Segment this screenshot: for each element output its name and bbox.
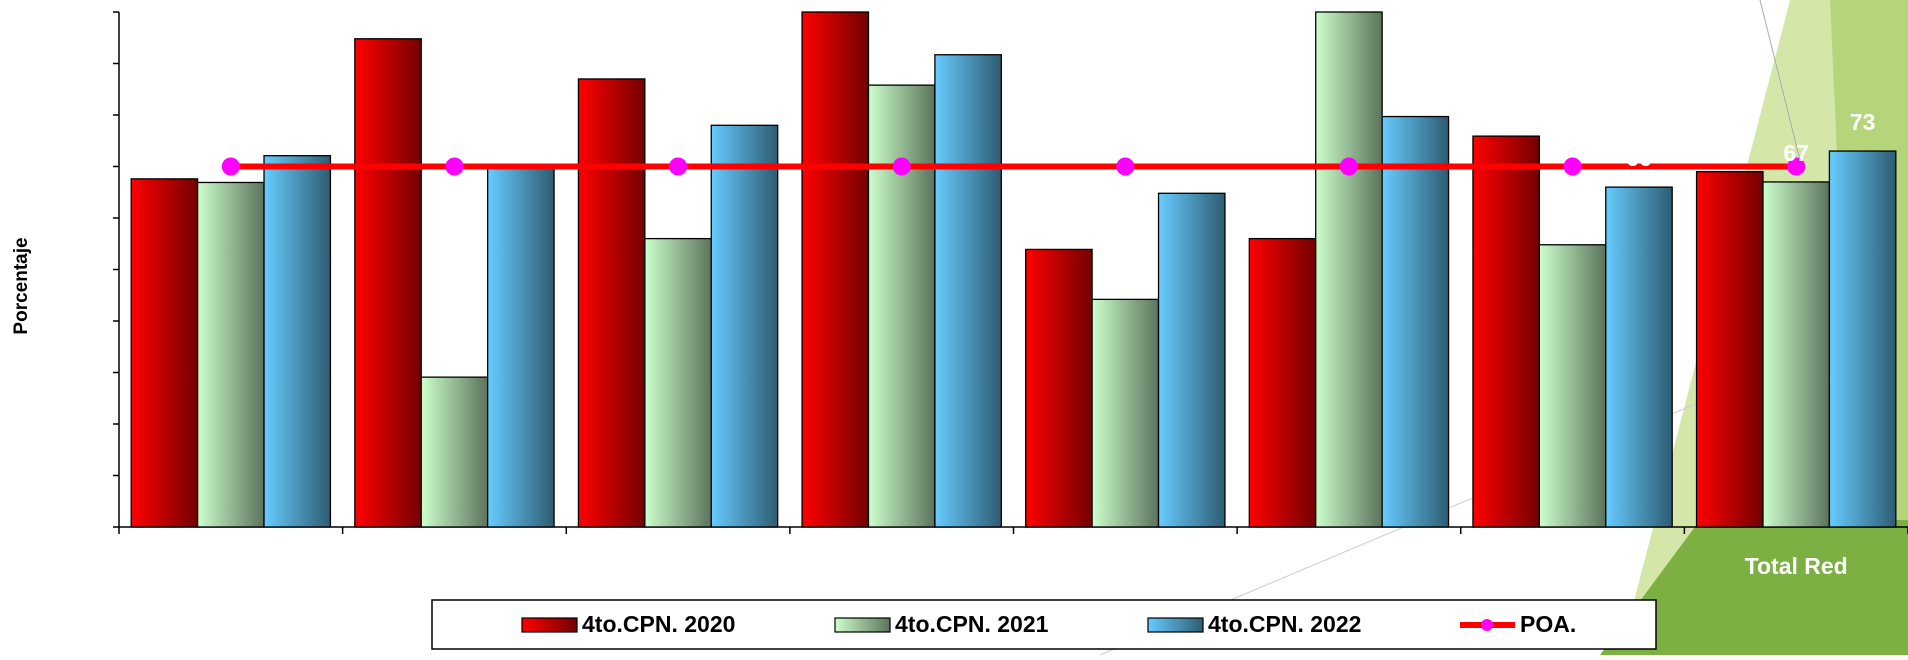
bar: [1472, 135, 1541, 528]
bar: [486, 165, 555, 528]
bar: [130, 178, 199, 528]
bar: [196, 181, 265, 528]
data-label: 66: [1626, 145, 1652, 171]
legend-swatch: [521, 617, 578, 633]
legend-label: 4to.CPN. 2021: [895, 611, 1049, 637]
marker: [669, 157, 688, 176]
decoration: [1600, 520, 1908, 655]
bar: [1605, 186, 1673, 528]
marker: [1116, 157, 1135, 176]
bar: [867, 84, 936, 528]
marker: [1563, 157, 1582, 176]
bar: [1695, 170, 1764, 528]
bar: [1025, 248, 1093, 528]
bar: [1248, 237, 1317, 528]
legend-label: 4to.CPN. 2022: [1208, 611, 1361, 637]
legend-label: POA.: [1520, 611, 1576, 637]
data-label: 67: [1783, 140, 1809, 166]
legend-swatch: [834, 617, 891, 633]
bar: [1538, 244, 1607, 528]
legend-box: [431, 599, 1657, 650]
legend-label: 4to.CPN. 2020: [582, 611, 735, 637]
data-label: 73: [1850, 109, 1876, 135]
decoration: [1759, 0, 1801, 161]
bar: [420, 376, 489, 528]
marker: [1339, 157, 1358, 176]
bar: [354, 38, 422, 528]
bar: [710, 124, 779, 528]
y-axis-label: Porcentaje: [11, 237, 32, 334]
legend-swatch: [1481, 619, 1493, 631]
marker: [892, 157, 911, 176]
bar: [934, 54, 1002, 528]
bar: [1828, 150, 1897, 528]
bar: [644, 237, 712, 528]
marker: [1787, 157, 1806, 176]
bar: [1157, 192, 1226, 528]
bar: [1381, 115, 1450, 528]
bar: [1091, 298, 1160, 528]
marker: [221, 157, 240, 176]
bar: [577, 78, 646, 528]
x-tick-label: Total Red: [1745, 553, 1848, 579]
bar: [1762, 181, 1831, 528]
legend-swatch: [1147, 617, 1204, 633]
bar: [1315, 11, 1383, 528]
bar: [263, 155, 332, 528]
marker: [445, 157, 464, 176]
bar: [801, 11, 870, 528]
